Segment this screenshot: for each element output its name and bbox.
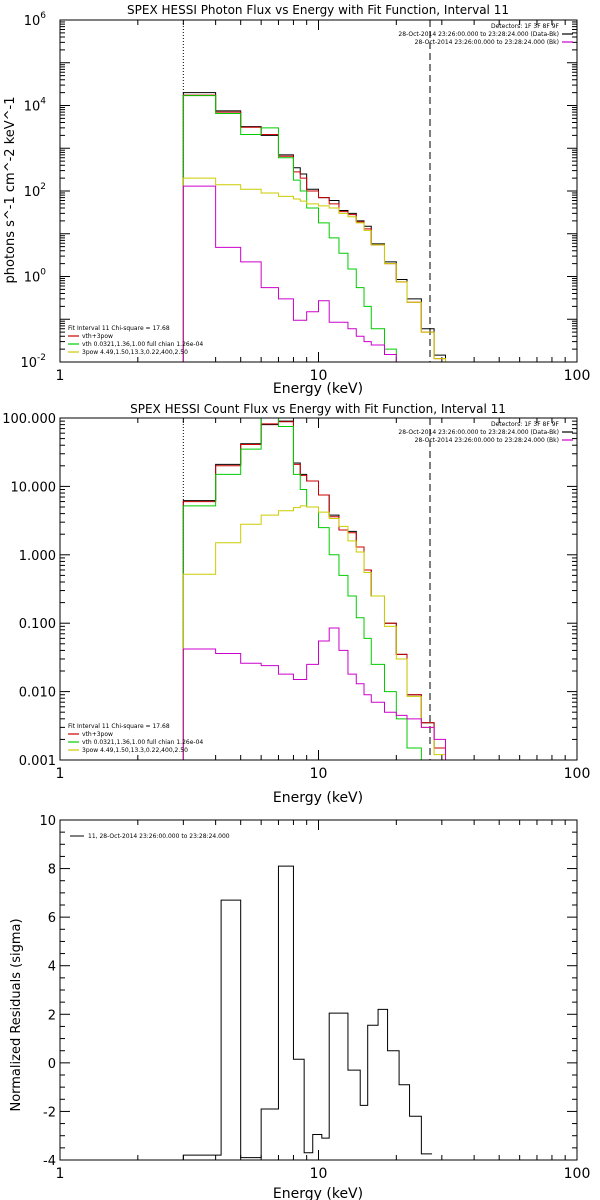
photon-flux-legend-text: vth+3pow — [82, 333, 113, 340]
count-flux-legend-text: Fit Interval 11 Chi-square = 17.68 — [68, 723, 170, 730]
count-flux-legend-text: 28-Oct-2014 23:26:00.000 to 23:28:24.000… — [398, 429, 559, 436]
residuals-y-tick-label: 6 — [48, 911, 56, 926]
residuals-y-tick-label: 10 — [39, 814, 56, 829]
residuals-y-tick-label: -4 — [43, 1154, 56, 1169]
count-flux-legend-text: 3pow 4.49,1.50,13.3,0.22,400,2.50 — [82, 747, 188, 754]
residuals-y-tick-label: -2 — [43, 1105, 56, 1120]
residuals-x-tick-label: 10 — [310, 1166, 328, 1182]
count-flux-legend-text: vth 0.0321,1.36,1.00 full chian 1.26e-04 — [82, 739, 203, 746]
residuals-y-tick-label: 4 — [48, 960, 56, 975]
count-flux-plot-area: 1 10 100 0.001 0.010 0.100 1.000 10.000 100.000 D… — [2, 412, 590, 782]
residuals-x-tick-label: 100 — [564, 1166, 591, 1182]
count-flux-series-group — [182, 418, 460, 760]
photon-flux-x-tick-label: 100 — [564, 368, 591, 384]
residuals-panel: Normalized Residuals (sigma) Energy (keV… — [9, 814, 590, 1200]
photon-flux-xlabel: Energy (keV) — [273, 381, 363, 397]
residuals-y-tick-label: 8 — [48, 863, 56, 878]
photon-flux-legend-text: 28-Oct-2014 23:26:00.000 to 23:28:24.000… — [398, 31, 559, 38]
count-flux-x-tick-label: 100 — [564, 766, 591, 782]
residuals-xlabel: Energy (keV) — [273, 1186, 363, 1200]
count-flux-title: SPEX HESSI Count Flux vs Energy with Fit… — [130, 402, 506, 416]
count-flux-legend-text: Detectors: 1F 3F 8F 9F — [491, 421, 560, 428]
count-flux-y-tick-label: 1.000 — [19, 549, 56, 564]
count-flux-x-tick-label: 1 — [56, 766, 65, 782]
residuals-x-tick-label: 1 — [56, 1166, 65, 1182]
residuals-legend-text: 11, 28-Oct-2014 23:26:00.000 to 23:28:24… — [88, 833, 230, 840]
photon-flux-legend-text: Fit Interval 11 Chi-square = 17.68 — [68, 325, 170, 332]
photon-flux-legend-text: 28-Oct-2014 23:26:00.000 to 23:28:24.000… — [415, 39, 559, 46]
residuals-y-tick-label: 0 — [48, 1057, 56, 1072]
count-flux-legend-text: 28-Oct-2014 23:26:00.000 to 23:28:24.000… — [415, 437, 559, 444]
photon-flux-x-tick-label: 1 — [56, 368, 65, 384]
residuals-ylabel: Normalized Residuals (sigma) — [9, 918, 24, 1111]
residuals-series-data — [182, 865, 433, 1160]
count-flux-panel: SPEX HESSI Count Flux vs Energy with Fit… — [2, 402, 590, 806]
photon-flux-legend-text: Detectors: 1F 3F 8F 9F — [491, 23, 560, 30]
photon-flux-x-tick-label: 10 — [310, 368, 328, 384]
photon-flux-legend-text: 3pow 4.49,1.50,13.3,0.22,400,2.50 — [82, 349, 188, 356]
photon-flux-series-3pow — [182, 177, 460, 362]
photon-flux-legend-text: vth 0.0321,1.36,1.00 full chian 1.26e-04 — [82, 341, 203, 348]
photon-flux-series-bk — [182, 185, 460, 362]
residuals-y-tick-label: 2 — [48, 1008, 56, 1023]
count-flux-axes-frame — [59, 417, 578, 761]
photon-flux-ylabel: photons s^-1 cm^-2 keV^-1 — [3, 96, 18, 283]
count-flux-series-vth — [182, 418, 460, 760]
count-flux-y-tick-label: 0.100 — [19, 617, 56, 632]
photon-flux-axes-frame — [59, 19, 578, 363]
count-flux-y-tick-label: 100.000 — [2, 412, 56, 427]
count-flux-y-tick-label: 0.010 — [19, 686, 56, 701]
photon-flux-panel: SPEX HESSI Photon Flux vs Energy with Fi… — [3, 3, 590, 397]
residuals-plot-area: 1 10 100 -4 -2 0 2 4 6 8 10 11, 28-Oct-2014 23:26:0… — [39, 814, 590, 1182]
count-flux-legend-text: vth+3pow — [82, 731, 113, 738]
count-flux-xlabel: Energy (keV) — [273, 790, 363, 806]
photon-flux-title: SPEX HESSI Photon Flux vs Energy with Fi… — [127, 3, 509, 17]
photon-flux-series-group — [182, 92, 460, 362]
count-flux-series-3pow — [182, 505, 460, 760]
count-flux-x-tick-label: 10 — [310, 766, 328, 782]
count-flux-series-bk — [182, 627, 460, 760]
count-flux-y-tick-label: 10.000 — [11, 480, 57, 495]
count-flux-y-tick-label: 0.001 — [19, 754, 56, 769]
residuals-series-group — [182, 865, 433, 1160]
residuals-axes-frame — [59, 819, 578, 1161]
